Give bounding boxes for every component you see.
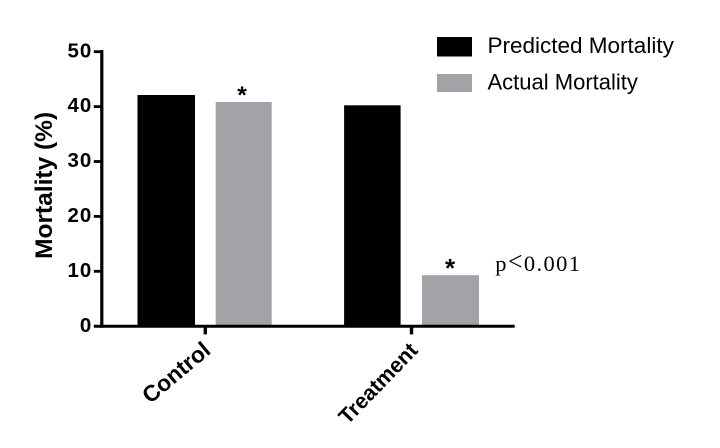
svg-text:10: 10 — [67, 259, 92, 282]
svg-text:50: 50 — [67, 39, 92, 62]
svg-text:*: * — [237, 82, 247, 109]
svg-text:p<0.001: p<0.001 — [495, 247, 581, 276]
svg-text:*: * — [445, 253, 456, 283]
svg-text:0: 0 — [80, 314, 92, 337]
svg-text:Actual Mortality: Actual Mortality — [488, 70, 638, 95]
svg-text:20: 20 — [67, 204, 92, 227]
svg-text:40: 40 — [67, 94, 92, 117]
svg-text:Mortality (%): Mortality (%) — [31, 112, 58, 259]
svg-text:Predicted Mortality: Predicted Mortality — [488, 33, 675, 58]
svg-text:30: 30 — [67, 149, 92, 172]
